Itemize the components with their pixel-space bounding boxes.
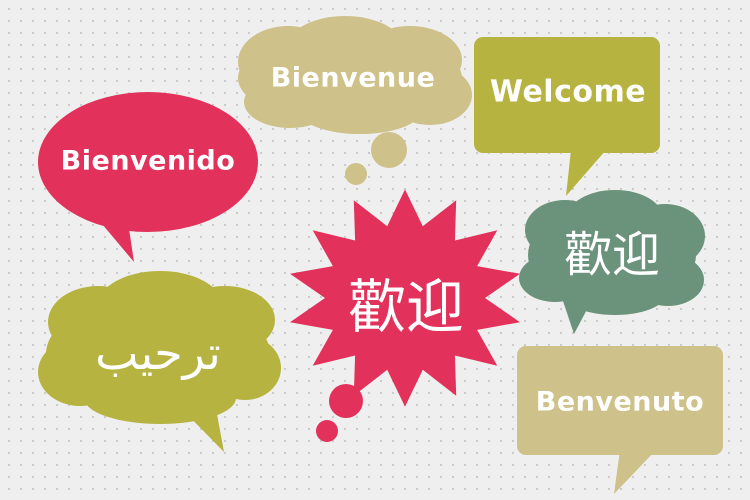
welcome-speech-bubble — [474, 37, 660, 196]
chinese-starburst-bubble — [290, 189, 520, 442]
arabic-cloud-bubble — [38, 271, 281, 452]
bienvenido-speech-bubble — [38, 92, 258, 262]
benvenuto-label: Benvenuto — [535, 386, 705, 418]
chinese-center-label: 歡迎 — [347, 273, 465, 341]
bienvenue-thought-bubble — [238, 16, 472, 185]
bienvenido-label: Bienvenido — [60, 145, 236, 177]
thought-dot-large — [329, 384, 363, 418]
thought-dot-small — [316, 420, 338, 442]
benvenuto-speech-bubble — [517, 346, 723, 494]
chinese-right-label: 歡迎 — [563, 227, 661, 283]
arabic-label: ترحيب — [95, 326, 221, 380]
thought-dot-small — [345, 163, 367, 185]
chinese-cloud-bubble — [519, 190, 705, 334]
bienvenue-label: Bienvenue — [270, 62, 436, 94]
thought-dot-large — [371, 132, 407, 168]
welcome-label: Welcome — [489, 74, 647, 110]
